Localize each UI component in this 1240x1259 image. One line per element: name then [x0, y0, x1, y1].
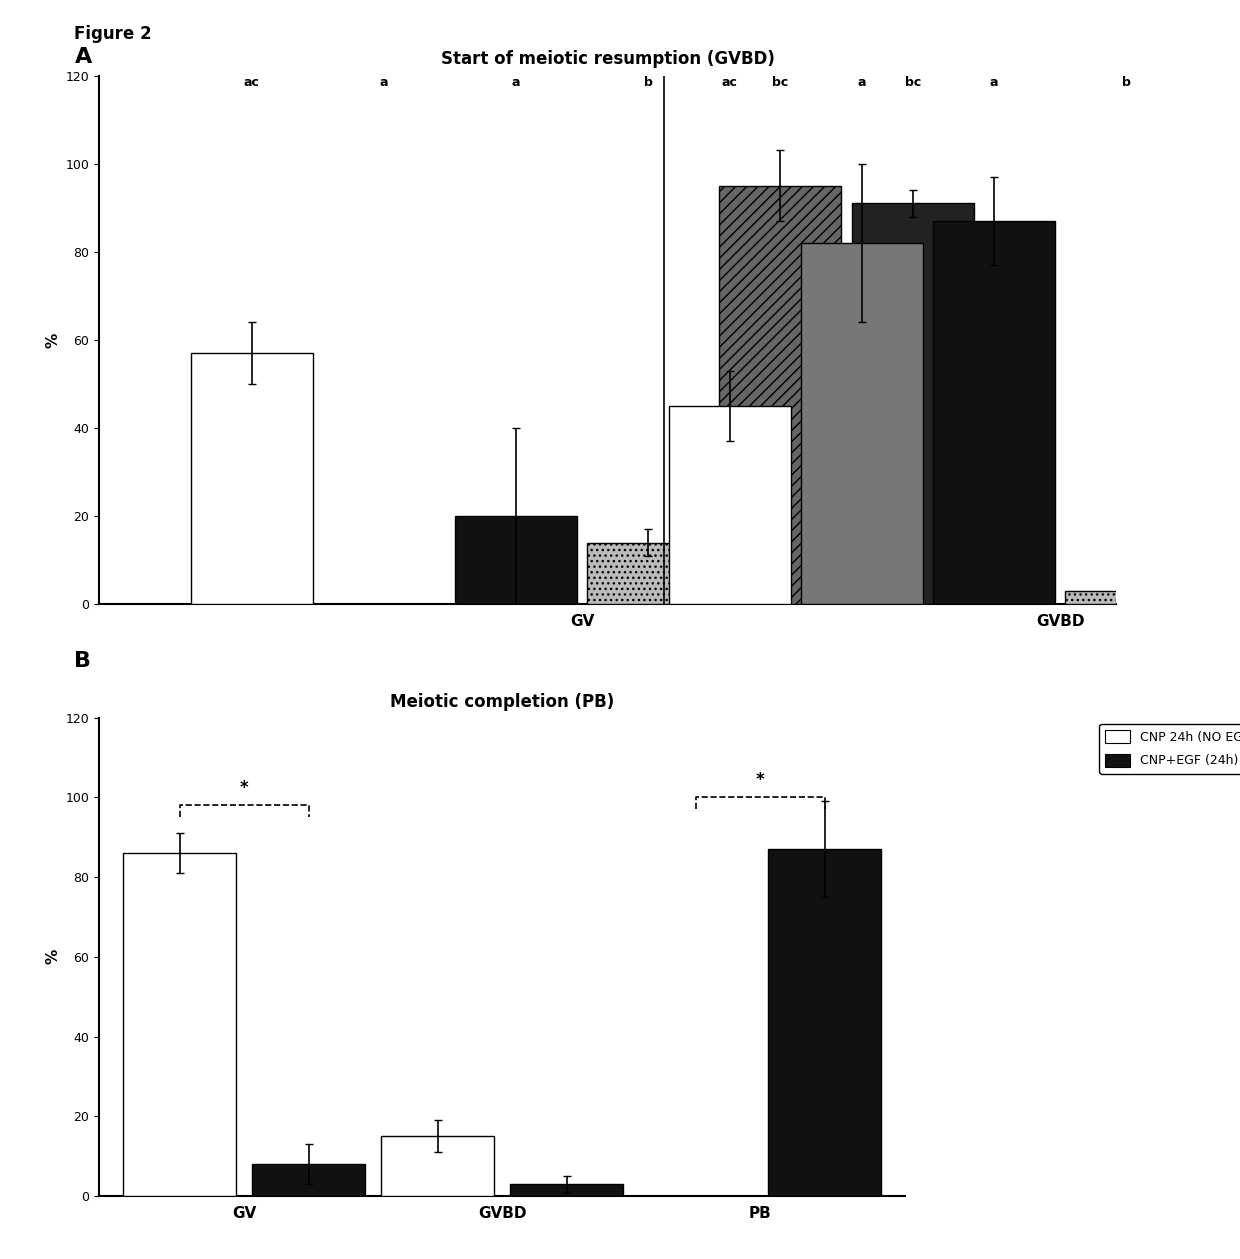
Bar	[668, 405, 791, 604]
Text: a: a	[379, 76, 388, 88]
Text: bc: bc	[773, 76, 789, 88]
Bar	[191, 354, 312, 604]
Text: A: A	[74, 47, 92, 67]
Bar	[253, 1165, 365, 1196]
Bar	[1198, 569, 1240, 604]
Bar	[455, 516, 577, 604]
Bar	[1065, 590, 1187, 604]
Text: a: a	[858, 76, 866, 88]
Bar	[719, 185, 842, 604]
Bar	[123, 854, 236, 1196]
Title: Start of meiotic resumption (GVBD): Start of meiotic resumption (GVBD)	[440, 50, 775, 68]
Title: Meiotic completion (PB): Meiotic completion (PB)	[391, 692, 614, 710]
Text: ac: ac	[244, 76, 259, 88]
Text: ac: ac	[722, 76, 738, 88]
Text: *: *	[756, 772, 764, 789]
Text: bc: bc	[904, 76, 921, 88]
Bar	[852, 204, 973, 604]
Text: a: a	[990, 76, 998, 88]
Text: b: b	[1122, 76, 1131, 88]
Text: b: b	[644, 76, 652, 88]
Legend: CNP 24h (NO EGF), CNP+EGF (24h): CNP 24h (NO EGF), CNP+EGF (24h)	[1099, 724, 1240, 773]
Text: B: B	[74, 651, 92, 671]
Text: Figure 2: Figure 2	[74, 25, 153, 43]
Y-axis label: %: %	[45, 332, 60, 347]
Text: a: a	[512, 76, 521, 88]
Bar	[381, 1136, 494, 1196]
Text: *: *	[241, 779, 248, 797]
Bar	[588, 543, 709, 604]
Y-axis label: %: %	[45, 949, 60, 964]
Bar	[801, 243, 923, 604]
Bar	[932, 222, 1055, 604]
Bar	[510, 1183, 622, 1196]
Bar	[768, 850, 880, 1196]
